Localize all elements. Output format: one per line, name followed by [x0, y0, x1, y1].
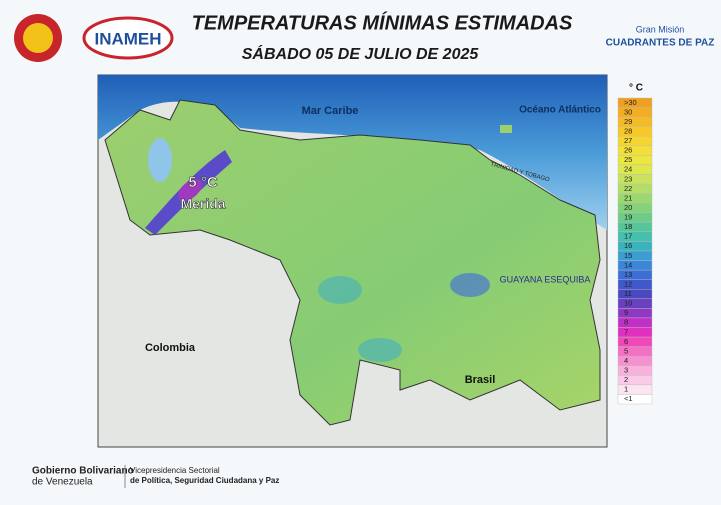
legend-label: 16	[624, 241, 632, 250]
title: TEMPERATURAS MÍNIMAS ESTIMADAS	[192, 11, 573, 34]
legend-label: 2	[624, 375, 628, 384]
footer-gov: Gobierno Bolivariano	[32, 466, 134, 477]
legend-label: 4	[624, 356, 628, 365]
legend-label: 25	[624, 155, 632, 164]
coat-of-arms-inner	[23, 23, 53, 53]
legend-label: 5	[624, 346, 628, 355]
inameh-logo	[82, 16, 174, 60]
legend-label: 23	[624, 174, 632, 183]
legend-label: 20	[624, 203, 632, 212]
legend-label: 1	[624, 385, 628, 394]
legend: >303029282726252423222120191817161514131…	[617, 98, 653, 405]
highland	[318, 276, 362, 304]
footer-vp: de Política, Seguridad Ciudadana y Paz	[130, 476, 279, 485]
logo-right-bottom: CUADRANTES DE PAZ	[606, 38, 715, 49]
min-place: Merida	[180, 196, 225, 212]
map-label: Mar Caribe	[302, 105, 359, 117]
map-label: Colombia	[145, 342, 196, 354]
min-value: 5 °C	[188, 174, 218, 191]
trinidad	[500, 125, 512, 133]
legend-label: 30	[624, 107, 632, 116]
map-label: GUAYANA ESEQUIBA	[500, 274, 591, 284]
legend-label: 22	[624, 184, 632, 193]
legend-label: 27	[624, 136, 632, 145]
legend-label: 18	[624, 222, 632, 231]
legend-label: 7	[624, 327, 628, 336]
legend-label: 14	[624, 260, 632, 269]
subtitle: SÁBADO 05 DE JULIO DE 2025	[242, 44, 480, 63]
inameh-text: INAMEH	[94, 29, 161, 48]
legend-label: 10	[624, 299, 632, 308]
sea	[98, 75, 607, 230]
legend-label: 15	[624, 251, 632, 260]
footer-gov: de Venezuela	[32, 477, 93, 488]
map-label: Brasil	[465, 374, 496, 386]
footer-vp: Vicepresidencia Sectorial	[130, 466, 220, 475]
legend-label: 3	[624, 366, 628, 375]
highland	[450, 273, 490, 297]
legend-swatch	[617, 394, 653, 405]
legend-label: 21	[624, 193, 632, 202]
legend-label: <1	[624, 394, 633, 403]
venezuela	[104, 99, 601, 426]
lake-maracaibo	[148, 138, 172, 182]
legend-label: 8	[624, 318, 628, 327]
legend-label: 19	[624, 213, 632, 222]
legend-label: 24	[624, 165, 632, 174]
legend-label: 9	[624, 308, 628, 317]
legend-label: 11	[624, 289, 632, 298]
highland	[358, 338, 402, 362]
legend-label: 29	[624, 117, 632, 126]
legend-label: >30	[624, 98, 637, 107]
legend-label: 6	[624, 337, 628, 346]
legend-label: 13	[624, 270, 632, 279]
legend-label: 26	[624, 146, 632, 155]
legend-label: 12	[624, 279, 632, 288]
legend-label: 17	[624, 232, 632, 241]
legend-unit: ° C	[629, 83, 643, 94]
legend-label: 28	[624, 126, 632, 135]
logo-right-top: Gran Misión	[636, 24, 685, 34]
merida-cold	[178, 179, 202, 201]
map-label: Océano Atlántico	[519, 105, 601, 116]
